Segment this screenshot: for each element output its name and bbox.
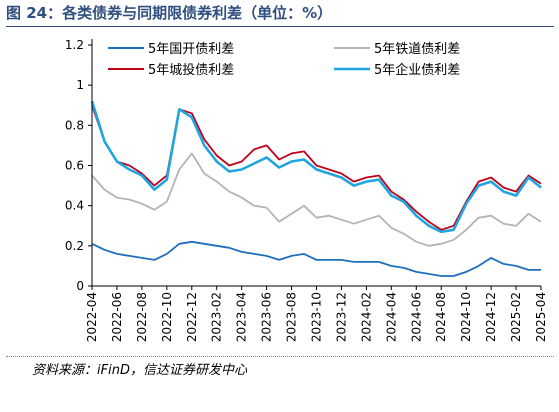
y-tick-label: 0 [76,279,84,293]
source-note: 资料来源：iFinD，信达证券研发中心 [32,363,247,378]
y-tick-label: 0.4 [65,199,84,213]
y-tick-label: 0.6 [65,159,84,173]
series-line-3 [91,105,542,231]
legend-label: 5年国开债利差 [148,42,234,57]
x-tick-label: 2024-02 [359,292,373,342]
line-chart: 0 0.2 0.4 0.6 0.8 1 1.2 2022-04 2022-06 2022-08 20… [65,38,548,342]
title-divider [6,26,554,27]
y-tick-label: 0.8 [65,118,84,132]
x-tick-label: 2024-04 [384,292,398,342]
x-tick-label: 2022-04 [85,292,99,342]
x-tick-label: 2022-12 [185,292,199,342]
x-tick-label: 2025-04 [534,292,548,342]
x-tick-label: 2022-10 [160,292,174,342]
x-tick-label: 2024-12 [484,292,498,342]
x-tick-label: 2024-10 [459,292,473,342]
x-tick-label: 2023-10 [310,292,324,342]
plot-marks [90,100,542,277]
legend-label: 5年城投债利差 [148,62,234,78]
y-tick-label: 0.2 [65,239,84,253]
axes: 0 0.2 0.4 0.6 0.8 1 1.2 2022-04 2022-06 2022-08 20… [65,38,548,342]
source-divider [6,356,554,357]
series-line-4 [90,100,542,234]
legend-label: 5年铁道债利差 [374,42,460,57]
x-tick-label: 2023-04 [235,292,249,342]
x-tick-label: 2023-12 [334,292,348,342]
legend-label: 5年企业债利差 [374,62,460,78]
x-tick-label: 2023-06 [260,292,274,342]
x-tick-label: 2022-06 [110,292,124,342]
x-tick-label: 2022-08 [135,292,149,342]
x-tick-label: 2023-02 [210,292,224,342]
series-line-1 [91,240,541,277]
series-line-2 [91,152,542,247]
y-tick-label: 1.2 [65,38,84,52]
y-tick-label: 1 [76,78,84,92]
figure-title: 图 24：各类债券与同期限债券利差（单位：%） [6,4,333,22]
x-tick-label: 2024-08 [434,292,448,342]
legend: 5年国开债利差 5年铁道债利差 5年城投债利差 5年企业债利差 [108,42,460,78]
x-tick-label: 2025-02 [509,292,523,342]
x-tick-label: 2023-08 [285,292,299,342]
x-tick-label: 2024-06 [409,292,423,342]
